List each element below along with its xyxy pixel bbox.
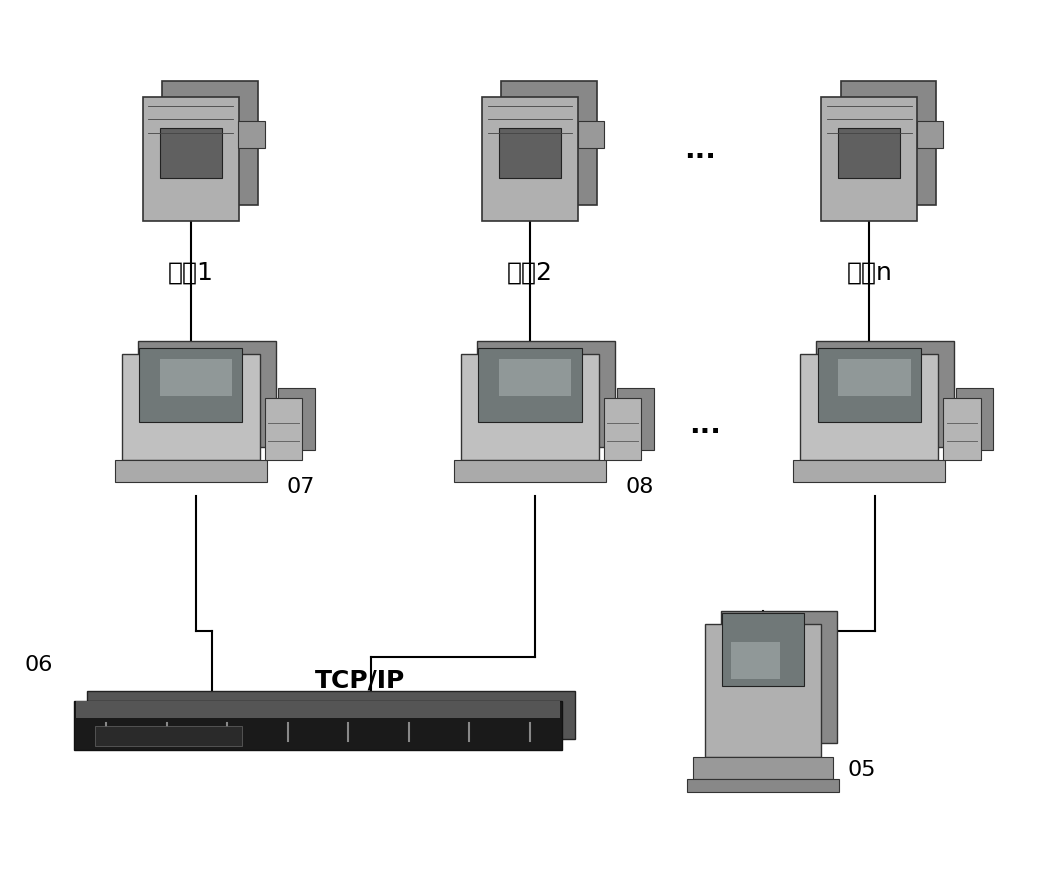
FancyBboxPatch shape <box>478 348 582 422</box>
FancyBboxPatch shape <box>838 128 900 178</box>
FancyBboxPatch shape <box>693 757 833 779</box>
FancyBboxPatch shape <box>265 398 302 460</box>
Text: 06: 06 <box>24 655 53 674</box>
FancyBboxPatch shape <box>917 121 943 148</box>
FancyBboxPatch shape <box>617 388 654 450</box>
Text: 仪器1: 仪器1 <box>167 261 214 285</box>
FancyBboxPatch shape <box>114 460 267 482</box>
FancyBboxPatch shape <box>943 398 980 460</box>
FancyBboxPatch shape <box>578 121 604 148</box>
FancyBboxPatch shape <box>793 460 946 482</box>
FancyBboxPatch shape <box>139 348 243 422</box>
FancyBboxPatch shape <box>800 354 938 460</box>
Text: 05: 05 <box>848 760 877 780</box>
Text: 08: 08 <box>625 477 654 496</box>
FancyBboxPatch shape <box>817 348 921 422</box>
FancyBboxPatch shape <box>87 690 575 740</box>
Text: ...: ... <box>689 411 721 439</box>
FancyBboxPatch shape <box>687 779 840 792</box>
FancyBboxPatch shape <box>160 359 232 396</box>
FancyBboxPatch shape <box>723 612 803 686</box>
FancyBboxPatch shape <box>76 701 560 719</box>
FancyBboxPatch shape <box>841 81 936 205</box>
FancyBboxPatch shape <box>95 726 242 745</box>
FancyBboxPatch shape <box>278 388 315 450</box>
FancyBboxPatch shape <box>454 460 606 482</box>
FancyBboxPatch shape <box>461 354 599 460</box>
FancyBboxPatch shape <box>501 81 597 205</box>
FancyBboxPatch shape <box>74 701 562 750</box>
FancyBboxPatch shape <box>499 128 561 178</box>
FancyBboxPatch shape <box>816 341 954 447</box>
FancyBboxPatch shape <box>160 128 222 178</box>
FancyBboxPatch shape <box>482 97 578 221</box>
FancyBboxPatch shape <box>138 341 276 447</box>
Text: 仪器n: 仪器n <box>846 261 893 285</box>
FancyBboxPatch shape <box>499 359 571 396</box>
FancyBboxPatch shape <box>705 624 822 757</box>
FancyBboxPatch shape <box>143 97 238 221</box>
FancyBboxPatch shape <box>730 643 779 679</box>
Text: 07: 07 <box>286 477 315 496</box>
Text: 仪器2: 仪器2 <box>507 261 553 285</box>
Text: ...: ... <box>684 136 716 165</box>
FancyBboxPatch shape <box>238 121 265 148</box>
FancyBboxPatch shape <box>477 341 615 447</box>
FancyBboxPatch shape <box>721 611 837 743</box>
FancyBboxPatch shape <box>162 81 258 205</box>
FancyBboxPatch shape <box>956 388 993 450</box>
Text: TCP/IP: TCP/IP <box>315 668 406 692</box>
FancyBboxPatch shape <box>604 398 641 460</box>
FancyBboxPatch shape <box>838 359 911 396</box>
FancyBboxPatch shape <box>822 97 917 221</box>
FancyBboxPatch shape <box>122 354 260 460</box>
